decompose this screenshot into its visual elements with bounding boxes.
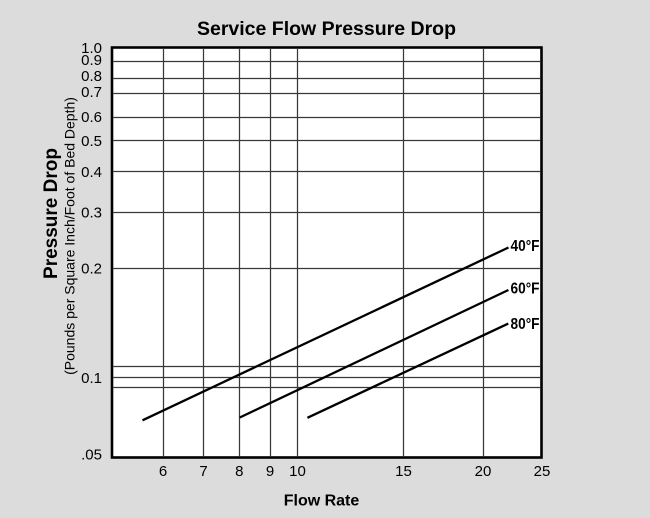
svg-text:20: 20: [475, 463, 492, 480]
svg-text:0.4: 0.4: [81, 164, 102, 181]
svg-text:0.5: 0.5: [81, 133, 102, 150]
svg-text:40°F: 40°F: [511, 238, 540, 255]
svg-text:0.6: 0.6: [81, 109, 102, 126]
svg-text:25: 25: [534, 463, 551, 480]
svg-text:0.2: 0.2: [81, 261, 102, 278]
svg-text:6: 6: [159, 463, 167, 480]
svg-text:0.7: 0.7: [81, 84, 102, 101]
svg-text:Pressure Drop: Pressure Drop: [41, 148, 62, 279]
svg-text:0.9: 0.9: [81, 52, 102, 69]
svg-text:60°F: 60°F: [511, 281, 540, 298]
svg-text:1.0: 1.0: [81, 40, 102, 57]
svg-text:8: 8: [235, 463, 243, 480]
svg-text:7: 7: [199, 463, 207, 480]
svg-text:15: 15: [395, 463, 412, 480]
svg-text:Service Flow Pressure Drop: Service Flow Pressure Drop: [197, 18, 456, 40]
svg-text:0.8: 0.8: [81, 68, 102, 85]
svg-text:.05: .05: [81, 447, 102, 464]
svg-text:0.1: 0.1: [81, 370, 102, 387]
svg-text:80°F: 80°F: [511, 316, 540, 333]
svg-text:Flow Rate: Flow Rate: [284, 493, 360, 510]
svg-text:10: 10: [289, 463, 306, 480]
svg-text:9: 9: [266, 463, 274, 480]
svg-text:(Pounds per Square Inch/Foot o: (Pounds per Square Inch/Foot of Bed Dept…: [61, 97, 77, 375]
svg-text:0.3: 0.3: [81, 205, 102, 222]
